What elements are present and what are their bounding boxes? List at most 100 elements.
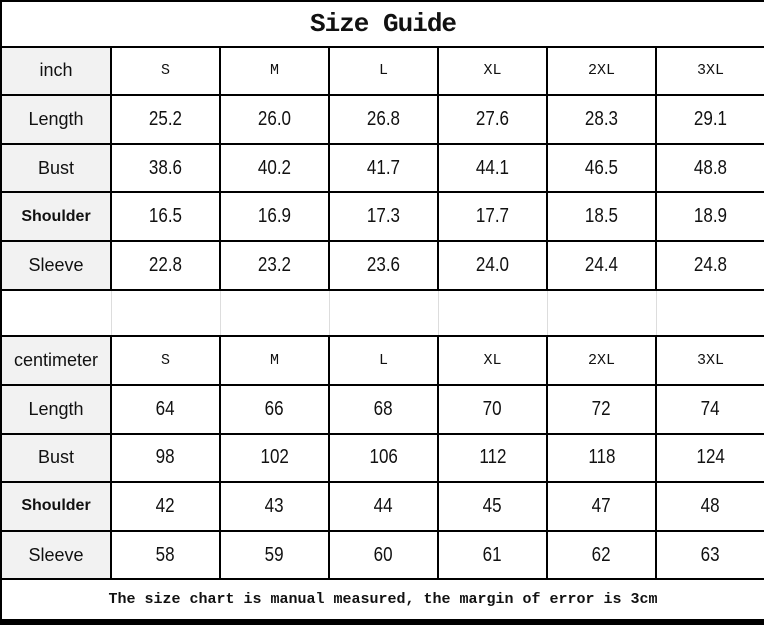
cell-value: 102 <box>260 446 289 469</box>
cell-value: 17.7 <box>475 205 510 228</box>
size-header-xl: XL <box>437 335 548 386</box>
cell-bust-m: 102 <box>219 432 330 484</box>
cell-sleeve-2xl: 24.4 <box>546 240 657 291</box>
footer-row: The size chart is manual measured, the m… <box>0 578 764 623</box>
row-label-sleeve: Sleeve <box>0 240 112 291</box>
cell-bust-3xl: 124 <box>654 432 764 484</box>
cell-value: 48 <box>701 494 720 517</box>
cell-sleeve-3xl: 24.8 <box>654 240 764 291</box>
cell-value: 17.3 <box>366 205 401 228</box>
footer-note: The size chart is manual measured, the m… <box>0 578 764 623</box>
cell-bust-l: 106 <box>328 432 439 484</box>
cell-shoulder-s: 16.5 <box>110 191 221 243</box>
cell-value: 58 <box>156 543 175 566</box>
cell-value: 23.2 <box>257 253 292 276</box>
unit-label-centimeter: centimeter <box>0 335 112 386</box>
cell-value: 70 <box>483 397 502 420</box>
cell-value: 48.8 <box>693 156 728 179</box>
cell-value: 62 <box>592 543 611 566</box>
cm-sleeve-row: Sleeve 58 59 60 61 62 63 <box>0 529 764 581</box>
cell-value: 38.6 <box>148 156 183 179</box>
spacer-cell <box>546 288 657 338</box>
inch-bust-row: Bust 38.6 40.2 41.7 44.1 46.5 48.8 <box>0 142 764 194</box>
cell-value: 47 <box>592 494 611 517</box>
cell-length-3xl: 29.1 <box>654 94 764 145</box>
cm-bust-row: Bust 98 102 106 112 118 124 <box>0 432 764 484</box>
size-header-3xl: 3XL <box>654 335 764 386</box>
cell-value: 98 <box>156 446 175 469</box>
cell-bust-m: 40.2 <box>219 142 330 194</box>
cell-value: 40.2 <box>257 156 292 179</box>
size-header-3xl: 3XL <box>654 45 764 97</box>
cell-shoulder-xl: 17.7 <box>437 191 548 243</box>
cell-length-s: 64 <box>110 383 221 435</box>
cell-bust-s: 98 <box>110 432 221 484</box>
cell-value: 24.4 <box>584 253 619 276</box>
cell-sleeve-xl: 61 <box>437 529 548 581</box>
cell-value: 61 <box>483 543 502 566</box>
cell-value: 26.8 <box>366 108 401 131</box>
cell-bust-s: 38.6 <box>110 142 221 194</box>
cell-value: 29.1 <box>693 108 728 131</box>
cell-value: 46.5 <box>584 156 619 179</box>
cell-length-m: 26.0 <box>219 94 330 145</box>
row-label-length: Length <box>0 94 112 145</box>
size-header-m: M <box>219 45 330 97</box>
cell-value: 18.9 <box>693 205 728 228</box>
cell-sleeve-l: 23.6 <box>328 240 439 291</box>
cell-length-m: 66 <box>219 383 330 435</box>
page-title: Size Guide <box>0 0 764 48</box>
cell-value: 68 <box>374 397 393 420</box>
cell-value: 64 <box>156 397 175 420</box>
row-label-shoulder: Shoulder <box>0 191 112 243</box>
cm-length-row: Length 64 66 68 70 72 74 <box>0 383 764 435</box>
cell-length-2xl: 28.3 <box>546 94 657 145</box>
inch-shoulder-row: Shoulder 16.5 16.9 17.3 17.7 18.5 18.9 <box>0 191 764 243</box>
spacer-cell <box>0 288 112 338</box>
cell-value: 106 <box>369 446 398 469</box>
cell-value: 72 <box>592 397 611 420</box>
cell-value: 18.5 <box>584 205 619 228</box>
cell-value: 24.0 <box>475 253 510 276</box>
cell-value: 28.3 <box>584 108 619 131</box>
cell-sleeve-xl: 24.0 <box>437 240 548 291</box>
cell-shoulder-2xl: 18.5 <box>546 191 657 243</box>
cell-value: 25.2 <box>148 108 183 131</box>
cell-shoulder-m: 16.9 <box>219 191 330 243</box>
title-row: Size Guide <box>0 0 764 48</box>
row-label-length: Length <box>0 383 112 435</box>
cell-value: 16.5 <box>148 205 183 228</box>
cell-length-l: 68 <box>328 383 439 435</box>
row-label-bust: Bust <box>0 432 112 484</box>
cell-value: 124 <box>696 446 725 469</box>
cell-value: 24.8 <box>693 253 728 276</box>
inch-length-row: Length 25.2 26.0 26.8 27.6 28.3 29.1 <box>0 94 764 145</box>
cell-length-l: 26.8 <box>328 94 439 145</box>
cell-value: 44.1 <box>475 156 510 179</box>
cell-length-s: 25.2 <box>110 94 221 145</box>
row-label-bust: Bust <box>0 142 112 194</box>
size-header-2xl: 2XL <box>546 45 657 97</box>
cell-value: 23.6 <box>366 253 401 276</box>
row-label-shoulder: Shoulder <box>0 481 112 532</box>
cell-sleeve-2xl: 62 <box>546 529 657 581</box>
cell-sleeve-m: 59 <box>219 529 330 581</box>
cm-header-row: centimeter S M L XL 2XL 3XL <box>0 335 764 386</box>
cell-bust-xl: 112 <box>437 432 548 484</box>
cell-value: 26.0 <box>257 108 292 131</box>
cell-shoulder-s: 42 <box>110 481 221 532</box>
cell-value: 74 <box>701 397 720 420</box>
cell-value: 59 <box>265 543 284 566</box>
cell-shoulder-l: 17.3 <box>328 191 439 243</box>
cell-value: 66 <box>265 397 284 420</box>
cm-shoulder-row: Shoulder 42 43 44 45 47 48 <box>0 481 764 532</box>
unit-label-inch: inch <box>0 45 112 97</box>
inch-header-row: inch S M L XL 2XL 3XL <box>0 45 764 97</box>
cell-length-3xl: 74 <box>654 383 764 435</box>
cell-value: 22.8 <box>148 253 183 276</box>
cell-value: 45 <box>483 494 502 517</box>
cell-value: 43 <box>265 494 284 517</box>
spacer-cell <box>655 288 764 338</box>
spacer-cell <box>437 288 548 338</box>
